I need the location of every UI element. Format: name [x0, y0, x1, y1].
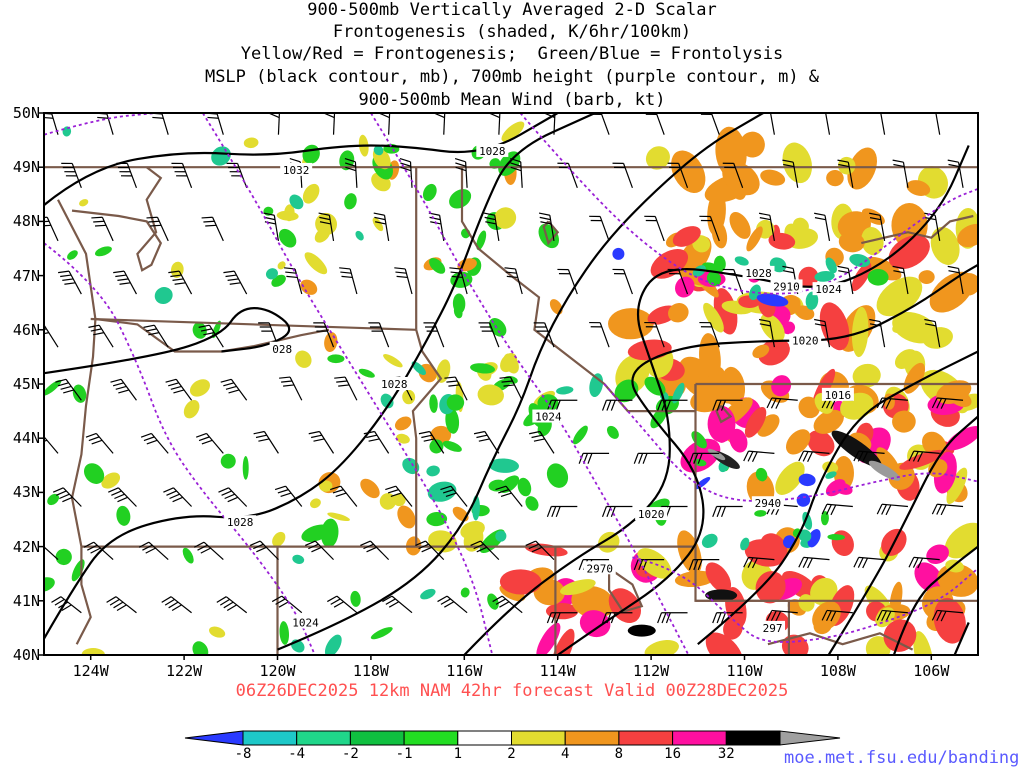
colorbar-label: -8 — [234, 746, 252, 762]
source-credit[interactable]: moe.met.fsu.edu/banding — [784, 748, 1020, 768]
colorbar-label: 2 — [507, 746, 516, 762]
colorbar-label: -4 — [288, 746, 306, 762]
contour-label: 1024 — [292, 616, 319, 629]
colorbar-label: 4 — [560, 746, 570, 762]
contour-label: 1028 — [227, 516, 254, 529]
contour-label: 1020 — [638, 508, 665, 521]
contour-label: 1028 — [745, 267, 772, 280]
contour-label: 2910 — [773, 280, 800, 293]
colorbar — [184, 730, 841, 746]
lat-label: 41N — [12, 591, 40, 610]
contour-labels: 1032 1028 028 1028 1024 1028 1024 1020 1028 1024 1… — [224, 143, 854, 635]
colorbar-label: 32 — [717, 746, 735, 762]
contour-label: 1024 — [815, 283, 842, 296]
title-line-5: 900-500mb Mean Wind (barb, kt) — [358, 90, 666, 110]
contour-label: 1028 — [479, 145, 506, 158]
lon-label: 124W — [72, 662, 109, 680]
contour-label: 1016 — [825, 389, 852, 402]
lat-label: 46N — [12, 320, 40, 339]
colorbar-label: 16 — [664, 746, 682, 762]
colorbar-label: -2 — [341, 746, 359, 762]
contour-label: 2940 — [755, 497, 782, 510]
contour-label: 028 — [272, 343, 292, 356]
lat-label: 45N — [12, 375, 40, 393]
contour-label: 1024 — [535, 411, 562, 424]
title-line-4: MSLP (black contour, mb), 700mb height (… — [204, 67, 820, 87]
colorbar-label: 8 — [614, 746, 624, 762]
lat-label: 49N — [12, 158, 40, 177]
lat-label: 47N — [12, 266, 40, 285]
lat-label: 48N — [12, 212, 40, 231]
lat-label: 43N — [12, 483, 40, 502]
title-line-1: 900-500mb Vertically Averaged 2-D Scalar — [307, 0, 717, 20]
lat-label: 40N — [12, 646, 40, 664]
lon-label: 122W — [166, 662, 203, 680]
lat-label: 42N — [12, 537, 40, 556]
contour-label: 297 — [763, 622, 783, 635]
wind-barbs — [44, 113, 964, 624]
lon-label: 118W — [352, 662, 389, 680]
axis-ticks — [39, 112, 933, 660]
lat-label: 50N — [12, 104, 40, 122]
lon-label: 108W — [819, 662, 856, 680]
lon-label: 116W — [446, 662, 483, 680]
contour-layer — [44, 113, 978, 655]
lon-label: 112W — [633, 662, 670, 680]
lon-label: 120W — [259, 662, 296, 680]
contour-label: 1028 — [381, 378, 408, 391]
lon-label: 110W — [726, 662, 763, 680]
lon-label: 114W — [539, 662, 576, 680]
lon-label: 106W — [913, 662, 950, 680]
title-line-2: Frontogenesis (shaded, K/6hr/100km) — [332, 22, 692, 42]
colorbar-label: 1 — [453, 746, 463, 762]
title-line-3: Yellow/Red = Frontogenesis; Green/Blue =… — [240, 44, 784, 64]
contour-label: 1020 — [792, 335, 819, 348]
forecast-valid-label: 06Z26DEC2025 12km NAM 42hr forecast Vali… — [235, 681, 789, 701]
contour-label: 1032 — [283, 164, 310, 177]
lat-label: 44N — [12, 429, 40, 448]
contour-label: 2970 — [586, 562, 613, 575]
colorbar-label: -1 — [395, 746, 413, 762]
